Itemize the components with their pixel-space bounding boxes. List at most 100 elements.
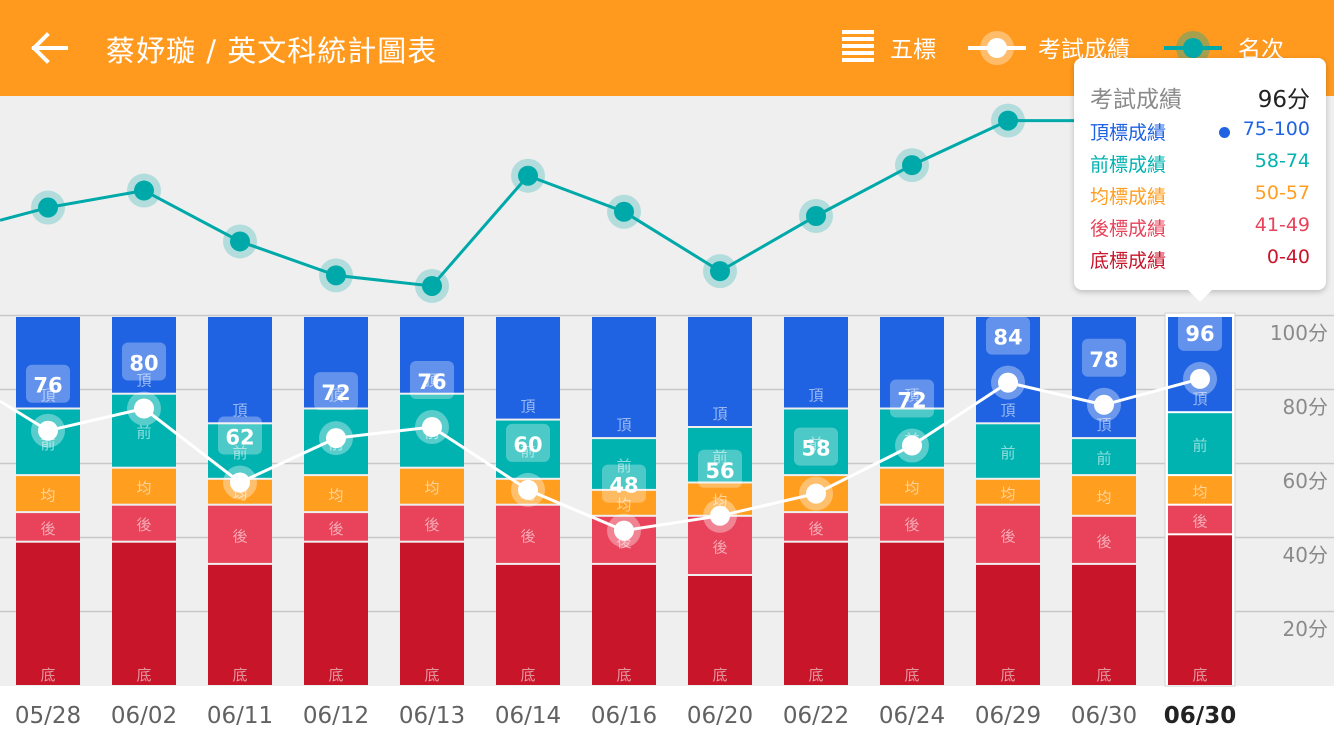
band-label-mean: 均 [712,492,727,510]
band-label-bottom: 底 [328,666,343,684]
x-tick-label[interactable]: 06/24 [878,703,946,729]
band-label-bottom: 底 [1096,666,1111,684]
tooltip-score-row: 考試成績 96分 [1090,80,1310,113]
x-tick-label[interactable]: 06/16 [590,703,658,729]
band-label-top: 頂 [1000,401,1015,419]
band-mean [592,490,656,515]
rank-legend-icon[interactable] [1164,30,1222,66]
tooltip-range-value: 50-57 [1254,182,1310,204]
x-tick-label[interactable]: 06/30 [1163,703,1237,729]
x-tick-label[interactable]: 06/14 [494,703,562,729]
band-label-mean: 均 [424,479,439,497]
band-label-back: 後 [1000,527,1015,545]
x-tick-label[interactable]: 06/29 [974,703,1042,729]
band-label-mean: 均 [616,496,631,514]
band-top [784,317,848,408]
band-label-mean: 均 [136,479,151,497]
score-badge [506,423,550,462]
band-label-front: 前 [712,448,727,466]
back-arrow-icon[interactable] [28,24,72,72]
app-header: 蔡妤璇 / 英文科統計圖表 五標 考試成績 名次 [0,0,1334,96]
bands-legend-label[interactable]: 五標 [890,37,936,63]
band-label-back: 後 [808,520,823,538]
tooltip-range-value: 58-74 [1254,150,1310,172]
score-legend-icon[interactable] [968,30,1026,66]
y-tick-label: 100分 [1270,321,1328,345]
band-label-front: 前 [808,435,823,453]
band-label-front: 前 [232,444,247,462]
band-mean [112,468,176,504]
score-point [230,472,250,493]
x-tick-label[interactable]: 06/12 [302,703,370,729]
rank-point [134,180,154,201]
tooltip-range-name: 前標成績 [1090,154,1167,176]
y-tick-label: 80分 [1283,395,1328,419]
band-top [208,317,272,423]
score-point [134,398,154,419]
score-badge [1178,312,1222,351]
x-tick-label[interactable]: 06/30 [1070,703,1138,729]
band-label-top: 頂 [808,387,823,405]
band-bottom [208,564,272,685]
band-bottom [880,542,944,685]
band-bottom [400,542,464,685]
band-label-bottom: 底 [1192,666,1207,684]
band-label-top: 頂 [712,405,727,423]
band-bottom [304,542,368,685]
band-label-back: 後 [1096,533,1111,551]
band-top [16,317,80,408]
band-top [1168,317,1232,412]
tooltip-range-value: 75-100 [1242,118,1310,140]
score-badge [218,416,262,455]
band-label-top: 頂 [424,372,439,390]
score-data-label: 96 [1185,322,1214,346]
rank-point [230,231,250,252]
y-tick-label: 20分 [1283,617,1328,641]
band-back [400,505,464,541]
band-label-back: 後 [1192,513,1207,531]
x-tick-label[interactable]: 06/11 [206,703,274,729]
band-label-back: 後 [712,538,727,556]
band-bottom [784,542,848,685]
band-label-back: 後 [520,527,535,545]
band-label-bottom: 底 [136,666,151,684]
band-top [688,317,752,426]
band-mean [1072,476,1136,515]
band-back [688,516,752,574]
rank-point [518,165,538,186]
x-tick-label[interactable]: 05/28 [14,703,82,729]
x-tick-label[interactable]: 06/22 [782,703,850,729]
score-badge [410,361,454,399]
x-tick-label[interactable]: 06/02 [110,703,178,729]
score-line [0,377,1201,533]
band-front [208,424,272,478]
y-tick-label: 60分 [1283,469,1328,493]
band-bottom [16,542,80,685]
band-label-mean: 均 [328,487,343,505]
y-tick-label: 40分 [1283,543,1328,567]
bands-legend-icon[interactable] [842,30,874,64]
band-mean [880,468,944,504]
x-tick-label[interactable]: 06/20 [686,703,754,729]
band-label-top: 頂 [1192,390,1207,408]
band-label-top: 頂 [40,387,55,405]
score-point [614,520,634,541]
band-bottom [688,576,752,685]
score-data-label: 76 [417,370,446,394]
tooltip-range-name: 均標成績 [1090,186,1167,208]
band-top [496,317,560,419]
tooltip-range-row: 頂標成績 75-100 [1090,118,1310,148]
tooltip-marker-dot [1219,127,1230,138]
score-badge [698,449,742,488]
score-data-label: 84 [993,326,1022,350]
band-front [16,409,80,475]
tooltip-range-name: 後標成績 [1090,218,1167,240]
score-point [38,420,58,441]
band-label-bottom: 底 [40,666,55,684]
x-tick-label[interactable]: 06/13 [398,703,466,729]
band-label-top: 頂 [904,387,919,405]
band-label-bottom: 底 [712,666,727,684]
band-label-front: 前 [520,442,535,460]
tooltip-range-name: 底標成績 [1090,250,1167,272]
